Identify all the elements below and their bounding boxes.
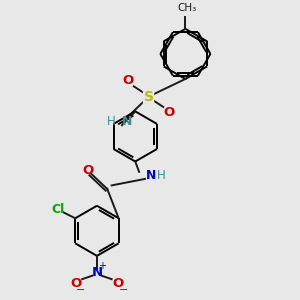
- Text: O: O: [122, 74, 134, 87]
- Text: O: O: [112, 278, 123, 290]
- Text: H: H: [157, 169, 166, 182]
- Text: N: N: [122, 115, 132, 128]
- Text: O: O: [71, 278, 82, 290]
- Text: O: O: [164, 106, 175, 119]
- Text: N: N: [92, 266, 103, 279]
- Text: N: N: [146, 169, 157, 182]
- Text: +: +: [98, 261, 106, 271]
- Text: −: −: [119, 285, 128, 295]
- Text: −: −: [76, 285, 86, 295]
- Text: H: H: [106, 115, 115, 128]
- Text: CH₃: CH₃: [177, 4, 196, 14]
- Text: S: S: [143, 90, 154, 104]
- Text: O: O: [82, 164, 94, 177]
- Text: Cl: Cl: [51, 203, 64, 216]
